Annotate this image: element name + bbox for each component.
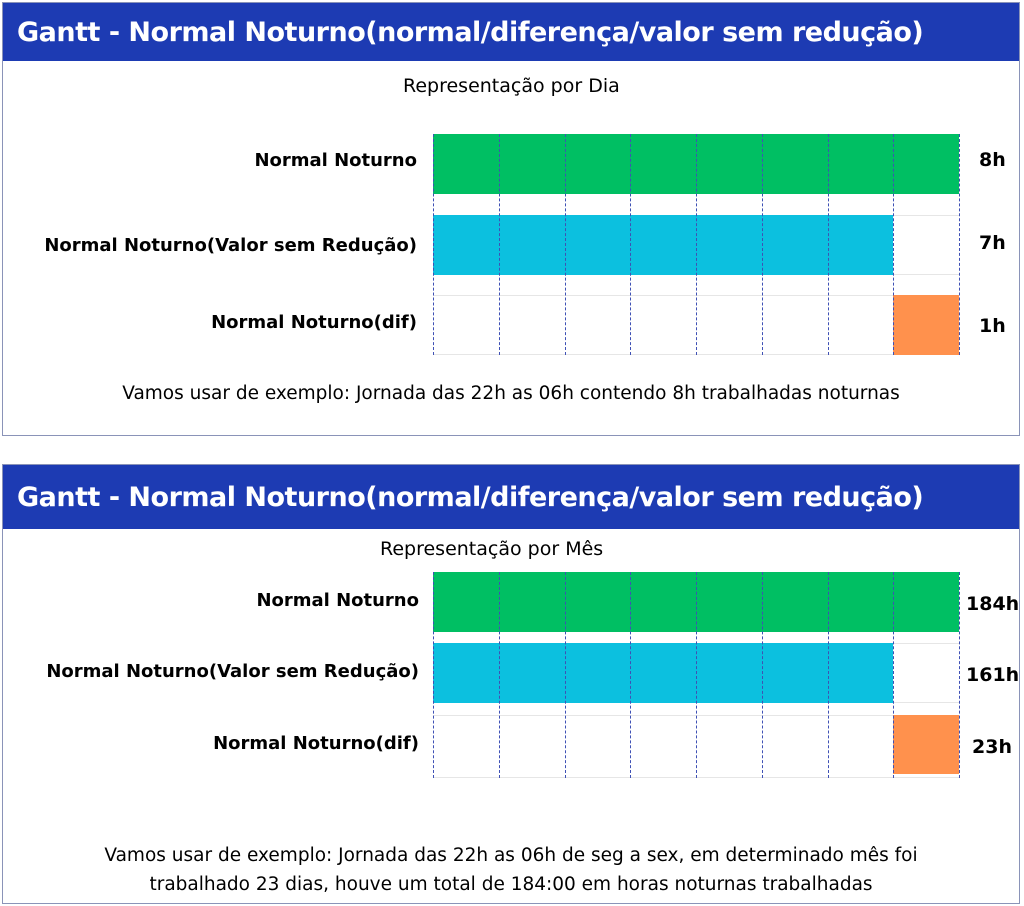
day-grid-line — [498, 134, 500, 355]
month-grid-line — [893, 572, 895, 778]
month-panel-title: Gantt - Normal Noturno(normal/diferença/… — [3, 465, 1019, 529]
day-grid-line — [761, 134, 763, 355]
day-grid-line — [827, 134, 829, 355]
day-gantt-grid — [433, 134, 960, 355]
day-grid-line — [893, 134, 895, 355]
day-subtitle: Representação por Dia — [403, 75, 620, 97]
month-footnote-line-1: Vamos usar de exemplo: Jornada das 22h a… — [104, 845, 918, 866]
month-bar-dif — [893, 715, 959, 774]
day-row-label-sem-reducao: Normal Noturno(Valor sem Redução) — [44, 235, 417, 256]
month-row-label-normal: Normal Noturno — [256, 590, 419, 611]
month-subtitle: Representação por Mês — [380, 538, 604, 560]
month-grid-line — [564, 572, 566, 778]
month-grid-line — [630, 572, 632, 778]
day-row-label-normal: Normal Noturno — [254, 150, 417, 171]
month-footnote-line-2: trabalhado 23 dias, houve um total de 18… — [149, 874, 873, 895]
day-bar-dif — [893, 295, 959, 355]
month-row-label-dif: Normal Noturno(dif) — [213, 733, 419, 754]
month-bar-sem-reducao — [433, 643, 894, 703]
month-grid-line — [827, 572, 829, 778]
day-value-normal: 8h — [979, 149, 1006, 171]
day-value-sem-reducao: 7h — [979, 232, 1006, 254]
month-value-sem-reducao: 161h — [966, 664, 1020, 686]
month-grid-line — [761, 572, 763, 778]
day-panel-title: Gantt - Normal Noturno(normal/diferença/… — [3, 3, 1019, 61]
day-bar-sem-reducao — [433, 215, 894, 275]
month-grid-line — [498, 572, 500, 778]
month-gantt-panel: Gantt - Normal Noturno(normal/diferença/… — [2, 464, 1020, 904]
month-grid-line — [433, 572, 434, 778]
day-grid-line — [630, 134, 632, 355]
month-row-label-sem-reducao: Normal Noturno(Valor sem Redução) — [46, 661, 419, 682]
day-grid-line — [564, 134, 566, 355]
month-grid-line — [959, 572, 960, 778]
month-value-dif: 23h — [972, 736, 1012, 758]
day-grid-line — [433, 134, 434, 355]
day-row-label-dif: Normal Noturno(dif) — [211, 312, 417, 333]
day-footnote: Vamos usar de exemplo: Jornada das 22h a… — [122, 383, 900, 404]
day-grid-line — [696, 134, 697, 355]
month-grid-line — [696, 572, 697, 778]
day-grid-line — [959, 134, 960, 355]
month-gantt-grid — [433, 572, 960, 778]
day-value-dif: 1h — [979, 315, 1006, 337]
day-gantt-panel: Gantt - Normal Noturno(normal/diferença/… — [2, 2, 1020, 436]
month-value-normal: 184h — [966, 593, 1020, 615]
